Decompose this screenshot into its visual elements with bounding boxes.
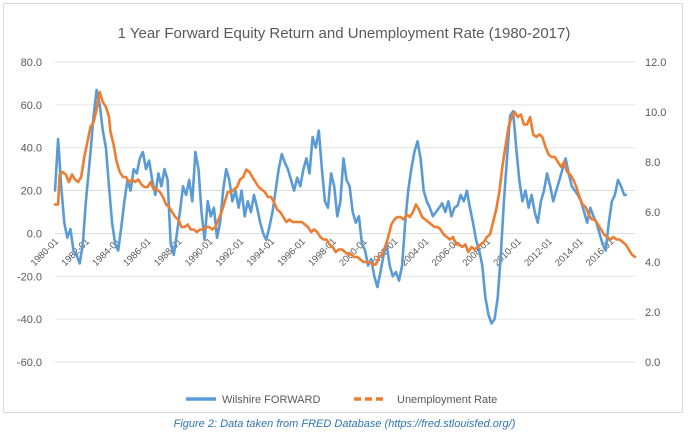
right-tick-label: 12.0	[645, 57, 666, 69]
right-tick-label: 10.0	[645, 107, 666, 119]
x-tick-label: 1996-01	[275, 236, 307, 268]
right-tick-label: 2.0	[645, 307, 660, 319]
right-tick-label: 0.0	[645, 357, 660, 369]
left-tick-label: 80.0	[21, 57, 42, 69]
left-tick-label: -40.0	[17, 314, 42, 326]
x-axis: 1980-011982-011984-011986-011988-011990-…	[29, 236, 617, 268]
right-tick-label: 8.0	[645, 157, 660, 169]
x-tick-label: 1988-01	[152, 236, 184, 268]
x-tick-label: 1998-01	[306, 236, 338, 268]
gridlines	[55, 61, 635, 363]
x-tick-label: 2016-01	[584, 236, 616, 268]
legend: Wilshire FORWARD Unemployment Rate	[186, 394, 497, 406]
x-tick-label: 1984-01	[90, 236, 122, 268]
x-tick-label: 2010-01	[491, 236, 523, 268]
left-tick-label: 0.0	[27, 228, 42, 240]
chart-title: 1 Year Forward Equity Return and Unemplo…	[118, 25, 571, 42]
x-tick-label: 1990-01	[183, 236, 215, 268]
x-tick-label: 1980-01	[29, 236, 61, 268]
left-tick-label: -20.0	[17, 271, 42, 283]
left-tick-label: 40.0	[21, 143, 42, 155]
series-line-unemployment	[53, 90, 637, 266]
chart: 1 Year Forward Equity Return and Unemplo…	[17, 25, 667, 406]
left-tick-label: 20.0	[21, 186, 42, 198]
chart-frame	[3, 3, 683, 413]
left-tick-label: 60.0	[21, 100, 42, 112]
series	[53, 88, 637, 325]
legend-label-unemployment: Unemployment Rate	[397, 394, 497, 406]
x-tick-label: 2012-01	[522, 236, 554, 268]
right-axis: 12.0 10.0 8.0 6.0 4.0 2.0 0.0	[645, 57, 666, 369]
left-axis: 80.0 60.0 40.0 20.0 0.0 -20.0 -40.0 -60.0	[17, 57, 42, 369]
series-line-wilshire	[53, 88, 627, 325]
x-tick-label: 1992-01	[214, 236, 246, 268]
x-tick-label: 1986-01	[121, 236, 153, 268]
right-tick-label: 4.0	[645, 257, 660, 269]
right-tick-label: 6.0	[645, 207, 660, 219]
x-tick-label: 1994-01	[245, 236, 277, 268]
left-tick-label: -60.0	[17, 357, 42, 369]
legend-label-wilshire: Wilshire FORWARD	[222, 394, 320, 406]
x-tick-label: 2014-01	[553, 236, 585, 268]
x-tick-label: 2006-01	[430, 236, 462, 268]
figure-caption: Figure 2: Data taken from FRED Database …	[173, 418, 516, 430]
